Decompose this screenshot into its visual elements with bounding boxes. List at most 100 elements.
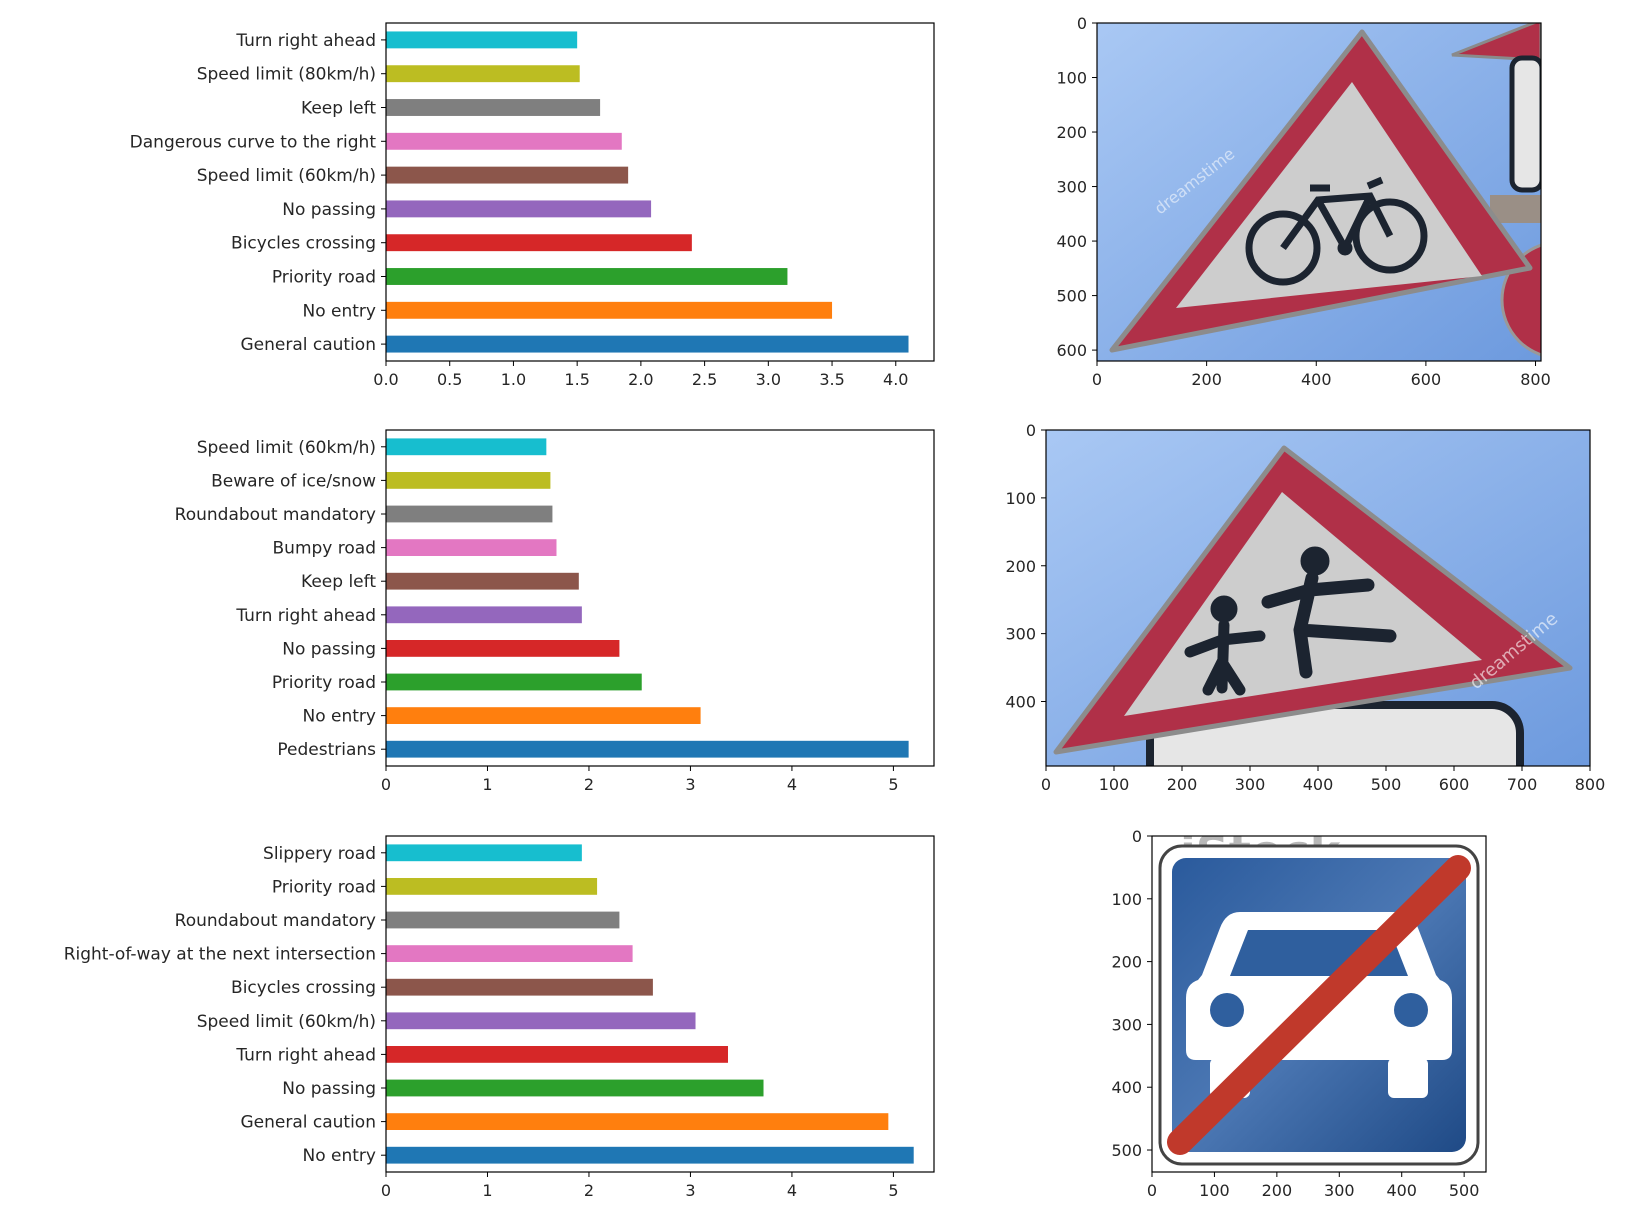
y-tick-label: Dangerous curve to the right	[130, 132, 377, 152]
x-tick-label: 200	[1262, 1181, 1293, 1200]
y-tick-label: Roundabout mandatory	[175, 911, 376, 931]
image-panel-bicycle-crossing: dreamstime 0 200 400 600 8000100200300400500…	[1056, 14, 1551, 389]
x-tick-label: 1.0	[501, 370, 526, 389]
bar	[386, 911, 620, 929]
y-tick-label: Beware of ice/snow	[211, 471, 376, 491]
neighbor-sign-right	[1509, 55, 1541, 193]
x-tick-label: 0.5	[437, 370, 462, 389]
x-tick-label: 600	[1439, 775, 1470, 794]
x-tick-label: 1	[482, 1181, 492, 1200]
x-tick-label: 2.5	[692, 370, 717, 389]
x-tick-label: 300	[1324, 1181, 1355, 1200]
image-panel-bicycle-crossing-frame	[1096, 22, 1542, 362]
bar	[386, 234, 692, 252]
bar	[386, 1046, 728, 1063]
bar-chart-3: No entry General caution No passing Turn ri…	[64, 835, 935, 1200]
y-tick-label: Slippery road	[263, 844, 376, 864]
y-tick-label: 100	[1005, 489, 1036, 508]
bar	[386, 505, 553, 523]
y-tick-label: Speed limit (60km/h)	[197, 166, 376, 186]
y-tick-label: No entry	[303, 301, 376, 321]
y-tick-label: Keep left	[301, 572, 376, 592]
y-tick-label: 400	[1005, 693, 1036, 712]
bar	[386, 978, 653, 996]
y-tick-label: Roundabout mandatory	[175, 505, 376, 525]
y-tick-label: Turn right ahead	[235, 31, 376, 51]
bar	[386, 844, 582, 862]
bar	[386, 166, 629, 184]
y-tick-label: 400	[1111, 1078, 1142, 1097]
x-tick-label: 0.0	[373, 370, 398, 389]
y-tick-label: Priority road	[272, 268, 376, 288]
x-tick-label: 100	[1099, 775, 1130, 794]
y-tick-label: No passing	[282, 200, 376, 220]
bar	[386, 539, 557, 556]
y-tick-label: 200	[1056, 123, 1087, 142]
y-tick-label: Speed limit (60km/h)	[197, 1012, 376, 1032]
bar-chart-2-frame	[385, 429, 935, 767]
x-tick-label: 3	[685, 1181, 695, 1200]
y-tick-label: 300	[1111, 1015, 1142, 1034]
x-tick-label: 0	[1092, 370, 1102, 389]
x-tick-label: 100	[1199, 1181, 1230, 1200]
x-tick-label: 3.5	[819, 370, 844, 389]
y-tick-label: 500	[1111, 1141, 1142, 1160]
bar	[386, 438, 547, 456]
x-tick-label: 500	[1371, 775, 1402, 794]
x-tick-label: 0	[1147, 1181, 1157, 1200]
x-tick-label: 2	[584, 775, 594, 794]
y-tick-label: Bicycles crossing	[231, 234, 376, 254]
y-tick-label: No entry	[303, 1146, 376, 1166]
bar	[386, 268, 788, 285]
x-tick-label: 4.0	[883, 370, 908, 389]
bar	[386, 1012, 696, 1030]
x-tick-label: 3.0	[756, 370, 781, 389]
y-tick-label: No passing	[282, 639, 376, 659]
bar-chart-1: General caution No entry Priority road Bicy…	[130, 22, 935, 389]
y-tick-label: Speed limit (80km/h)	[197, 65, 376, 85]
bar	[386, 301, 833, 319]
x-tick-label: 400	[1386, 1181, 1417, 1200]
bar	[386, 740, 909, 758]
y-tick-label: General caution	[240, 335, 376, 355]
y-tick-label: No passing	[282, 1079, 376, 1099]
x-tick-label: 800	[1520, 370, 1551, 389]
image-panel-pedestrians: dreamstime 0 100 200 300 400 500 600 700 8000100…	[1005, 421, 1606, 794]
y-tick-label: 100	[1111, 890, 1142, 909]
y-tick-label: Pedestrians	[277, 740, 376, 760]
bar	[386, 945, 633, 962]
y-tick-label: Speed limit (60km/h)	[197, 438, 376, 458]
y-tick-label: Turn right ahead	[235, 1045, 376, 1065]
x-tick-label: 4	[787, 1181, 797, 1200]
bar	[386, 99, 601, 116]
bar	[386, 572, 579, 590]
bar	[386, 673, 642, 691]
x-tick-label: 300	[1235, 775, 1266, 794]
x-tick-label: 3	[685, 775, 695, 794]
bar	[386, 132, 622, 150]
y-tick-label: 400	[1056, 232, 1087, 251]
x-tick-label: 0	[381, 1181, 391, 1200]
bar-chart-3-frame	[385, 835, 935, 1173]
bar	[386, 1146, 914, 1164]
x-tick-label: 2.0	[628, 370, 653, 389]
y-tick-label: 600	[1056, 341, 1087, 360]
bar	[386, 31, 578, 49]
x-tick-label: 700	[1507, 775, 1538, 794]
x-tick-label: 400	[1301, 370, 1332, 389]
sign-pole	[1490, 195, 1541, 223]
x-tick-label: 1	[482, 775, 492, 794]
x-tick-label: 1.5	[564, 370, 589, 389]
y-tick-label: 500	[1056, 287, 1087, 306]
bar-chart-1-frame	[385, 22, 935, 362]
x-tick-label: 500	[1449, 1181, 1480, 1200]
end-slash	[1167, 855, 1471, 1155]
car-headlight-left	[1210, 993, 1244, 1027]
y-tick-label: Bicycles crossing	[231, 978, 376, 998]
y-tick-label: Keep left	[301, 99, 376, 119]
x-tick-label: 600	[1411, 370, 1442, 389]
x-tick-label: 800	[1575, 775, 1606, 794]
x-tick-label: 5	[888, 775, 898, 794]
